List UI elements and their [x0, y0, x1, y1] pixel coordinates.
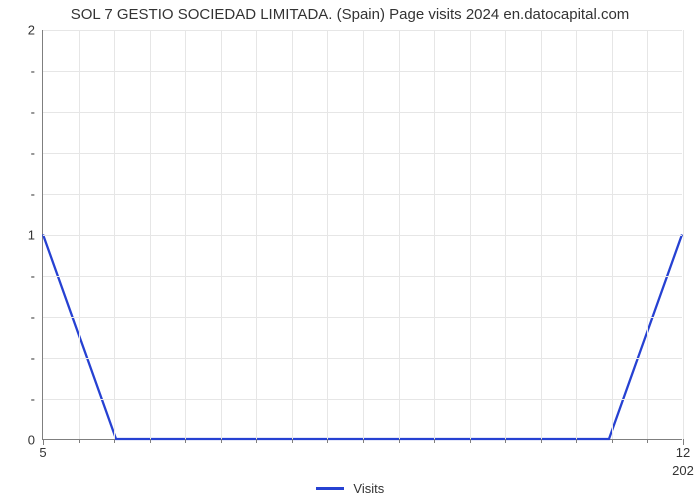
x-minor-tick — [221, 439, 222, 443]
y-tick-label: 2 — [28, 23, 35, 38]
gridline-horizontal — [43, 358, 682, 359]
y-minor-dash: - — [31, 187, 35, 202]
x-major-tick — [683, 439, 684, 445]
y-minor-dash: - — [31, 269, 35, 284]
gridline-horizontal — [43, 276, 682, 277]
y-minor-dash: - — [31, 105, 35, 120]
gridline-horizontal — [43, 153, 682, 154]
y-minor-dash: - — [31, 146, 35, 161]
x-minor-tick — [79, 439, 80, 443]
y-minor-dash: - — [31, 351, 35, 366]
plot-area: 012--------512202 — [42, 30, 682, 440]
x-minor-tick — [150, 439, 151, 443]
gridline-horizontal — [43, 112, 682, 113]
legend: Visits — [0, 480, 700, 496]
x-tick-label: 5 — [39, 445, 46, 460]
y-minor-dash: - — [31, 64, 35, 79]
legend-label: Visits — [353, 481, 384, 496]
gridline-horizontal — [43, 399, 682, 400]
x-minor-tick — [470, 439, 471, 443]
x-minor-tick — [541, 439, 542, 443]
x-minor-tick — [292, 439, 293, 443]
x-tick-label: 12 — [676, 445, 690, 460]
x-secondary-label: 202 — [672, 463, 694, 478]
gridline-horizontal — [43, 235, 682, 236]
y-tick-label: 0 — [28, 433, 35, 448]
legend-swatch — [316, 487, 344, 490]
gridline-horizontal — [43, 71, 682, 72]
y-tick-label: 1 — [28, 228, 35, 243]
x-minor-tick — [256, 439, 257, 443]
gridline-vertical — [683, 30, 684, 439]
x-minor-tick — [114, 439, 115, 443]
y-minor-dash: - — [31, 310, 35, 325]
x-minor-tick — [576, 439, 577, 443]
chart-title: SOL 7 GESTIO SOCIEDAD LIMITADA. (Spain) … — [0, 6, 700, 23]
x-minor-tick — [327, 439, 328, 443]
x-minor-tick — [399, 439, 400, 443]
gridline-horizontal — [43, 194, 682, 195]
line-chart: SOL 7 GESTIO SOCIEDAD LIMITADA. (Spain) … — [0, 0, 700, 500]
x-minor-tick — [363, 439, 364, 443]
x-minor-tick — [434, 439, 435, 443]
x-minor-tick — [185, 439, 186, 443]
y-minor-dash: - — [31, 392, 35, 407]
gridline-horizontal — [43, 30, 682, 31]
x-minor-tick — [505, 439, 506, 443]
x-minor-tick — [647, 439, 648, 443]
x-minor-tick — [612, 439, 613, 443]
gridline-horizontal — [43, 317, 682, 318]
x-major-tick — [43, 439, 44, 445]
